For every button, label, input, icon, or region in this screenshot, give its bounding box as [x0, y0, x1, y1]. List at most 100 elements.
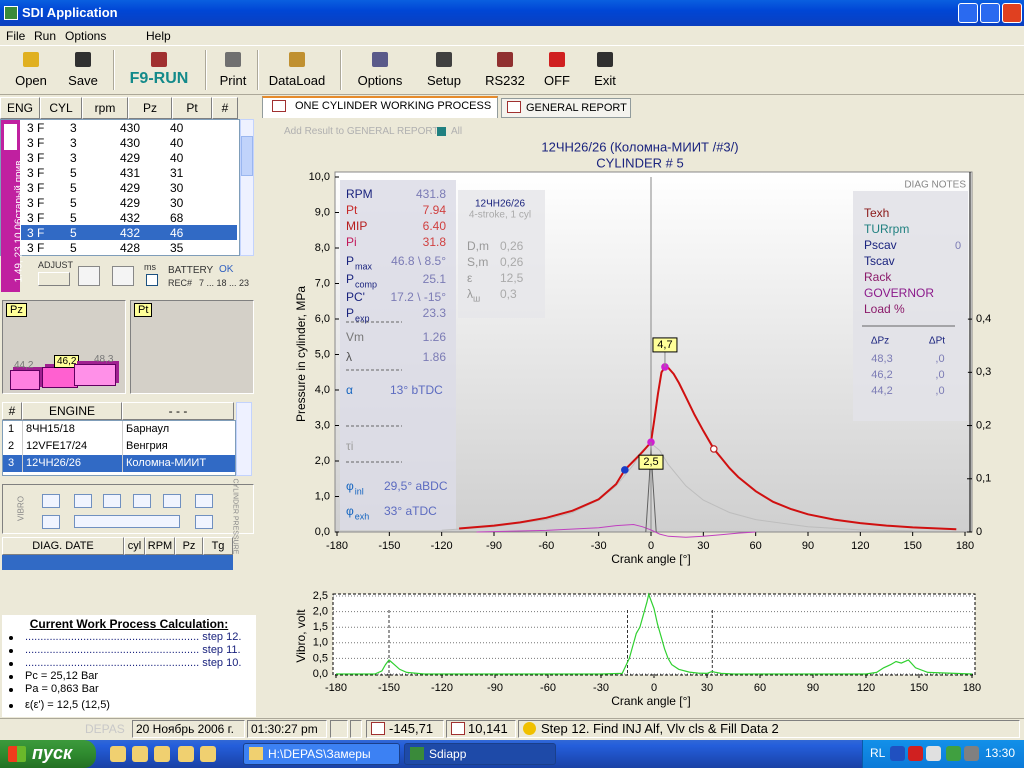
note-name: Rack [864, 270, 892, 284]
note-name: Texh [864, 206, 889, 220]
menu-item[interactable]: Run [34, 29, 57, 43]
toolbar-button[interactable]: Open [15, 73, 47, 88]
table-cell: 5 [70, 181, 77, 195]
window-button[interactable] [958, 3, 978, 23]
toolbar-button[interactable]: DataLoad [268, 73, 326, 88]
x-tick-label: 120 [851, 540, 869, 552]
menu-item[interactable]: Help [146, 29, 171, 43]
engine-title: 12ЧН26/26 [475, 199, 525, 210]
report-check[interactable] [437, 127, 446, 136]
control-button[interactable] [42, 494, 60, 508]
control-button[interactable] [163, 494, 181, 508]
tray-icon[interactable] [908, 746, 923, 761]
tab-label: ONE CYLINDER WORKING PROCESS [295, 100, 492, 112]
tray-icon[interactable] [926, 746, 941, 761]
x-tick-label: 90 [802, 540, 814, 552]
quick-launch[interactable] [110, 746, 126, 762]
y2-tick-label: 0,3 [976, 366, 991, 378]
nav-button[interactable] [112, 266, 134, 286]
control-button[interactable] [195, 515, 213, 529]
tray-icon[interactable] [964, 746, 979, 761]
toolbar-button[interactable]: Print [219, 73, 247, 88]
task-icon [249, 747, 263, 760]
param-name: Vm [346, 330, 364, 344]
toolbar-icon [549, 52, 565, 67]
y-tick-label: 10,0 [309, 171, 330, 183]
quick-launch[interactable] [132, 746, 148, 762]
bullet-dot [9, 688, 13, 692]
table-cell: 30 [170, 181, 184, 195]
control-button[interactable] [103, 494, 121, 508]
bullet-dot [9, 675, 13, 679]
callout-label: 4,7 [657, 339, 672, 351]
tab[interactable] [501, 98, 631, 118]
engine-box [458, 190, 545, 318]
toolbar-button[interactable]: RS232 [485, 73, 525, 88]
window-button[interactable] [980, 3, 1000, 23]
bar-label: 44,2 [14, 360, 34, 372]
column-header: ENGINE [22, 402, 122, 420]
toolbar-button[interactable]: Options [357, 73, 403, 88]
toolbar-icon [75, 52, 91, 67]
control-button[interactable] [133, 494, 151, 508]
quick-launch[interactable] [200, 746, 216, 762]
engine-value: 0,26 [500, 255, 524, 269]
toolbar-button[interactable]: OFF [544, 73, 570, 88]
report-all: All [451, 126, 463, 137]
x-tick-label: -30 [591, 540, 607, 552]
y-tick-label: 1,0 [313, 637, 328, 649]
bullet-dot [9, 636, 13, 640]
toolbar-icon [151, 52, 167, 67]
status-pane [330, 720, 348, 738]
table-cell: 3 F [27, 196, 45, 210]
param-value: 23.3 [423, 306, 447, 320]
task-button[interactable] [243, 743, 400, 765]
delta-cell: ,0 [935, 385, 944, 397]
delta-cell: 46,2 [871, 369, 892, 381]
rec-range: 7 ... 18 ... 23 [199, 278, 250, 288]
menu-bar [0, 26, 1024, 44]
task-button[interactable] [404, 743, 556, 765]
checkbox[interactable] [146, 274, 158, 286]
status-pane [350, 720, 362, 738]
control-button[interactable] [42, 515, 60, 529]
param-name: α [346, 383, 353, 397]
tray [862, 740, 1024, 768]
delta-cell: ,0 [935, 369, 944, 381]
y2-tick-label: 0,4 [976, 313, 991, 325]
toolbar-button[interactable]: Setup [427, 73, 461, 88]
side-label: 1.49, 23.10.06старый прив [13, 160, 25, 283]
control-button[interactable] [74, 494, 92, 508]
quick-launch[interactable] [178, 746, 194, 762]
menu-item[interactable]: File [6, 29, 26, 43]
calc-line: ........................................… [25, 631, 242, 643]
toolbar-button[interactable]: Save [68, 73, 98, 88]
quick-launch[interactable] [154, 746, 170, 762]
toolbar-icon [436, 52, 452, 67]
task-icon [410, 747, 424, 760]
engine-param-subscript: ш [473, 293, 480, 303]
tab[interactable] [262, 96, 498, 118]
param-value: 25.1 [423, 272, 447, 286]
status-icon [371, 722, 385, 735]
engine-subtitle: 4-stroke, 1 cyl [469, 210, 531, 221]
toolbar-button[interactable]: Exit [594, 73, 616, 88]
param-value: 1.86 [423, 350, 447, 364]
menu-item[interactable]: Options [65, 29, 107, 43]
tray-icon[interactable] [890, 746, 905, 761]
nav-button[interactable] [78, 266, 100, 286]
note-name: GOVERNOR [864, 286, 934, 300]
column-header: # [212, 97, 238, 119]
toolbar-button[interactable]: F9-RUN [129, 70, 189, 87]
control-button[interactable] [195, 494, 213, 508]
table-cell: 3 F [27, 151, 45, 165]
x-tick-label: 90 [807, 682, 819, 694]
control-button[interactable] [74, 515, 180, 528]
tray-icon[interactable] [946, 746, 961, 761]
table-cell: 3 F [27, 136, 45, 150]
report-link[interactable]: Add Result to GENERAL REPORT [284, 126, 439, 137]
adjust-button[interactable] [38, 272, 70, 286]
window-button[interactable] [1002, 3, 1022, 23]
status-bar [0, 718, 1024, 740]
note-name: Tscav [864, 254, 895, 268]
